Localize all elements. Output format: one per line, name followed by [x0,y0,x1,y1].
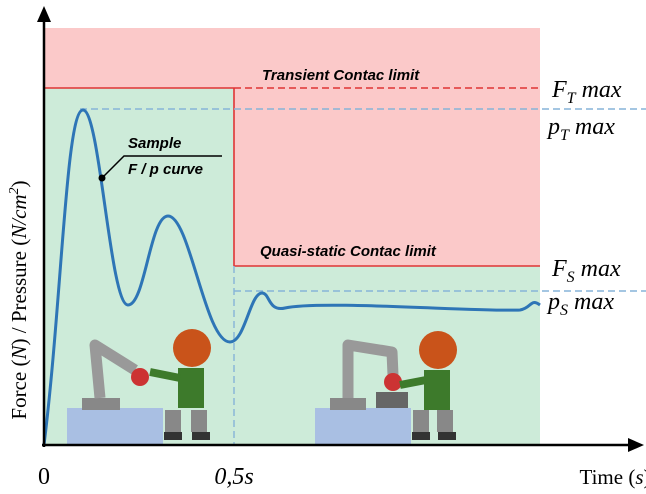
sample-label: F / p curve [128,161,203,178]
illustration-left [67,329,211,445]
transient-zone [234,88,540,266]
level-symbol: F [551,77,567,103]
quasi-static-label: Quasi-static Contac limit [260,243,437,260]
level-symbol: p [546,289,560,315]
time-mark: 0,5s [214,464,253,490]
y-arrow [37,6,51,22]
origin-label: 0 [38,464,50,490]
illustration-right [315,331,457,445]
level-symbol: F [551,256,567,282]
level-sub: T [567,90,577,107]
level-suffix: max [575,114,615,140]
limit-lines [44,87,540,267]
level-label: FS max [551,256,621,286]
level-suffix: max [574,289,614,315]
level-label: FT max [551,77,622,107]
level-sub: S [567,269,575,286]
level-label: pT max [546,114,615,144]
y-axis-label: Force (N) / Pressure (N/cm2) [7,180,31,419]
sample-pointer [101,155,222,179]
force-curve [42,108,541,446]
axes [42,18,632,447]
level-symbol: p [546,114,560,140]
level-label: pS max [546,289,614,319]
transient-zone [44,28,540,88]
x-arrow [628,438,644,452]
x-axis-label: Time (s) [579,465,646,489]
pressure-lines [80,108,646,445]
level-suffix: max [582,77,622,103]
sample-label: Sample [128,135,181,152]
level-sub: S [560,302,568,319]
level-sub: T [560,127,570,144]
transient-label: Transient Contac limit [262,67,420,84]
level-suffix: max [581,256,621,282]
